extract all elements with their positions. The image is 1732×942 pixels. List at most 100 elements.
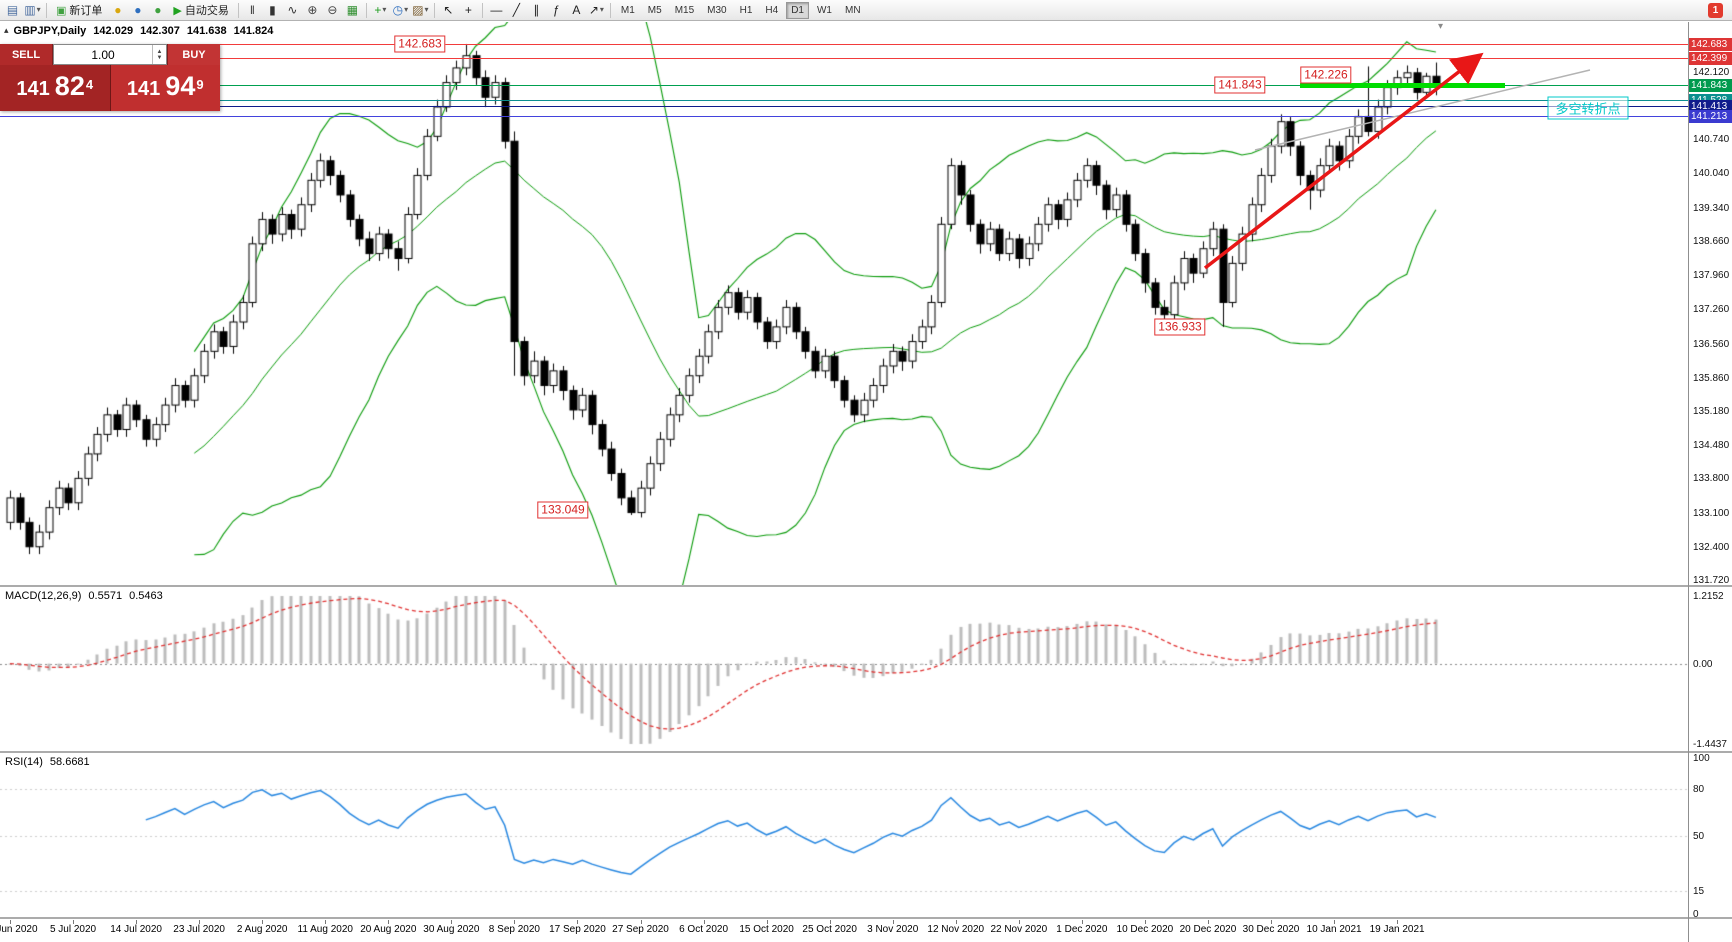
horizontal-line-141.413[interactable] <box>0 105 1688 107</box>
market-watch-icon[interactable]: ● <box>108 1 127 19</box>
price-axis-tick: 135.180 <box>1693 405 1730 417</box>
toolbar-separator <box>365 2 367 18</box>
text-icon-glyph: A <box>572 3 581 17</box>
fibonacci-icon[interactable]: ƒ <box>547 1 566 19</box>
timeframe-m15[interactable]: M15 <box>674 4 695 16</box>
buy-price-display[interactable]: 141 94 9 <box>110 65 220 111</box>
chart-shift-marker[interactable]: ▾ <box>1438 21 1444 32</box>
time-axis-tick <box>829 920 831 924</box>
timeframe-h1[interactable]: H1 <box>739 4 753 16</box>
global-variables-icon[interactable]: ● <box>148 1 167 19</box>
trendline-icon[interactable]: ╱ <box>507 1 526 19</box>
lot-stepper[interactable]: ▲ ▼ <box>152 45 166 64</box>
time-axis-label: 23 Jul 2020 <box>173 924 225 935</box>
horizontal-line-icon[interactable]: — <box>487 1 506 19</box>
price-axis-tick: 140.740 <box>1693 134 1730 146</box>
chart-price-label-142.683[interactable]: 142.683 <box>394 35 446 53</box>
horizontal-line-142.683[interactable] <box>0 43 1688 45</box>
timeframe-h4[interactable]: H4 <box>765 4 779 16</box>
one-click-trading-panel: SELL 1.00 ▲ ▼ BUY 141 82 4 141 94 9 <box>0 44 220 111</box>
templates-icon-dropdown[interactable]: ▾ <box>424 5 429 14</box>
profiles-icon[interactable]: ▥ ▾ <box>23 1 42 19</box>
periods-icon[interactable]: ◷ ▾ <box>391 1 410 19</box>
history-center-icon[interactable]: ● <box>128 1 147 19</box>
time-axis-tick <box>10 920 11 924</box>
auto-trading-button[interactable]: ▶ 自动交易 <box>168 1 233 19</box>
main-toolbar: ▤ ▥ ▾ ▣ 新订单 ● ● ● ▶ 自动交易 ‖ ▮ ∿ ⊕ ⊖ ▦ + ▾ ◷ ▾ ▨ ▾ ↖ + — ╱ ∥ ƒ A ↗ ▾ M1 M5… <box>0 0 1732 21</box>
price-axis-tick: 131.720 <box>1693 575 1730 586</box>
time-axis-tick <box>1018 920 1020 924</box>
time-axis-label: 8 Sep 2020 <box>488 924 540 935</box>
new-order-button[interactable]: ▣ 新订单 <box>51 1 107 19</box>
time-axis-label: 20 Aug 2020 <box>360 924 417 935</box>
time-axis-label: 11 Aug 2020 <box>297 924 353 935</box>
arrows-icon-dropdown[interactable]: ▾ <box>599 5 604 14</box>
chart-price-label-142.226[interactable]: 142.226 <box>1300 66 1352 84</box>
quote-low: 141.638 <box>186 25 227 37</box>
lot-increment-icon[interactable]: ▲ <box>156 48 163 55</box>
arrows-icon-glyph: ↗ <box>588 3 599 17</box>
text-icon[interactable]: A <box>567 1 586 19</box>
toolbar-separator <box>433 2 435 18</box>
time-axis-label: 19 Jan 2021 <box>1369 924 1425 935</box>
rsi-axis-tick: 0 <box>1693 909 1699 920</box>
time-axis-tick <box>388 920 390 924</box>
time-axis-label: 25 Jun 2020 <box>0 924 38 935</box>
lot-decrement-icon[interactable]: ▼ <box>156 54 163 61</box>
crosshair-icon[interactable]: + <box>459 1 478 19</box>
chart-price-label-133.049[interactable]: 133.049 <box>537 501 589 519</box>
timeframe-m1[interactable]: M1 <box>620 4 635 16</box>
horizontal-line-141.213[interactable] <box>0 115 1688 117</box>
periods-icon-dropdown[interactable]: ▾ <box>404 5 409 14</box>
macd-value-signal: 0.5463 <box>129 590 163 602</box>
time-axis-label: 14 Jul 2020 <box>110 924 162 935</box>
templates-icon[interactable]: ▨ ▾ <box>411 1 430 19</box>
horizontal-line-141.843[interactable] <box>0 84 1688 86</box>
one-click-collapse-icon[interactable]: ▴ <box>4 25 9 35</box>
chart-price-label-141.843[interactable]: 141.843 <box>1214 76 1266 94</box>
sell-button[interactable]: SELL <box>0 44 53 65</box>
channel-icon[interactable]: ∥ <box>527 1 546 19</box>
timeframe-w1[interactable]: W1 <box>816 4 832 16</box>
rsi-axis-tick: 80 <box>1693 784 1705 796</box>
sell-price-display[interactable]: 141 82 4 <box>0 65 111 111</box>
tile-windows-icon[interactable]: ▦ <box>343 1 362 19</box>
indicators-icon-dropdown[interactable]: ▾ <box>382 5 387 14</box>
notification-badge[interactable]: 1 <box>1708 3 1723 18</box>
price-axis-tick: 133.100 <box>1693 507 1730 519</box>
line-chart-type-icon[interactable]: ∿ <box>283 1 302 19</box>
zoom-in-icon[interactable]: ⊕ <box>303 1 322 19</box>
pane-separator[interactable] <box>0 585 1732 587</box>
cursor-icon[interactable]: ↖ <box>439 1 458 19</box>
zoom-out-icon[interactable]: ⊖ <box>323 1 342 19</box>
rsi-axis-tick: 100 <box>1693 753 1710 764</box>
templates-icon-glyph: ▨ <box>412 3 424 17</box>
macd-indicator-chart[interactable] <box>0 588 1688 752</box>
pane-separator[interactable] <box>0 751 1732 753</box>
chart-note-box[interactable]: 多空转折点 <box>1547 96 1629 120</box>
timeframe-mn[interactable]: MN <box>844 4 861 16</box>
time-axis-tick <box>577 920 579 924</box>
timeframe-m5[interactable]: M5 <box>647 4 662 16</box>
pane-separator <box>0 917 1732 919</box>
lot-size-field[interactable]: 1.00 ▲ ▼ <box>53 44 167 65</box>
toolbar-separator <box>46 2 47 18</box>
timeframe-m30[interactable]: M30 <box>707 4 727 16</box>
price-axis-tick: 137.960 <box>1693 270 1730 282</box>
horizontal-line-142.399[interactable] <box>0 57 1688 59</box>
sell-price-main: 141 <box>16 78 50 100</box>
chart-price-label-136.933[interactable]: 136.933 <box>1154 318 1206 336</box>
arrows-icon[interactable]: ↗ ▾ <box>587 1 606 19</box>
candlestick-chart-type-icon[interactable]: ▮ <box>263 1 282 19</box>
bar-chart-type-icon[interactable]: ‖ <box>243 1 262 19</box>
new-chart-icon[interactable]: ▤ <box>3 1 22 19</box>
horizontal-line-141.528[interactable] <box>0 100 1688 102</box>
timeframe-d1[interactable]: D1 <box>786 1 809 19</box>
support-zone-segment[interactable] <box>1300 82 1505 88</box>
profiles-icon-dropdown[interactable]: ▾ <box>36 5 41 14</box>
rsi-indicator-chart[interactable] <box>0 754 1688 918</box>
time-axis-label: 30 Dec 2020 <box>1242 924 1300 935</box>
indicators-icon[interactable]: + ▾ <box>371 1 390 19</box>
buy-button[interactable]: BUY <box>167 44 220 65</box>
lot-size-value[interactable]: 1.00 <box>91 47 115 62</box>
